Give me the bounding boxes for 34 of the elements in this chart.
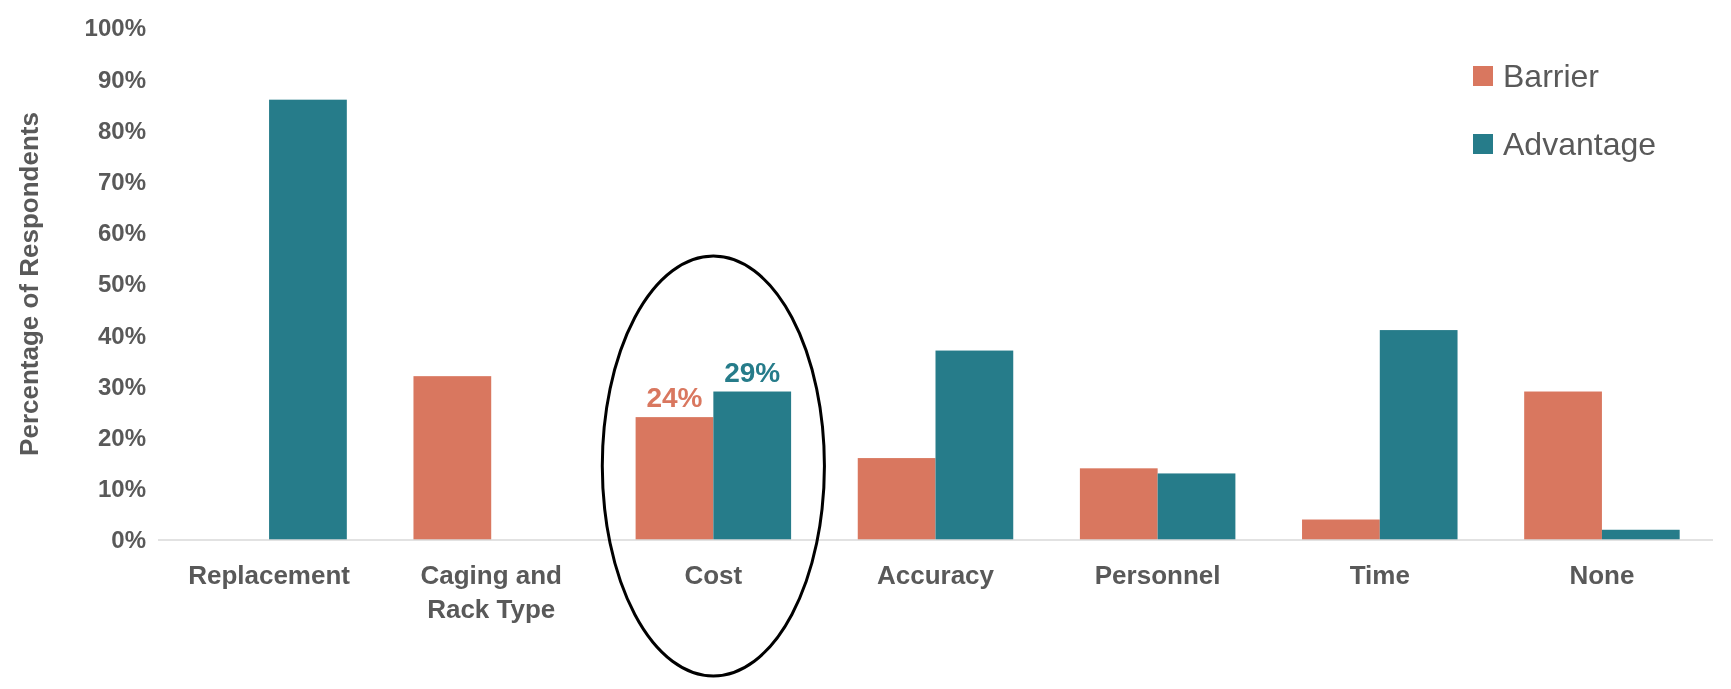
x-tick-label: Personnel (1094, 560, 1221, 590)
bar (1079, 468, 1158, 540)
y-tick-label: 60% (97, 219, 146, 247)
y-tick-label: 100% (84, 14, 146, 42)
y-tick-label: 10% (97, 475, 146, 503)
y-tick-label: 30% (97, 372, 146, 400)
bar (1302, 519, 1380, 540)
x-tick-label: Cost (684, 560, 743, 590)
bar (857, 458, 936, 540)
bar (1524, 391, 1602, 540)
legend-label: Advantage (1503, 126, 1657, 163)
x-tick-label: Replacement (188, 560, 351, 590)
bar (635, 417, 714, 540)
bar (269, 99, 347, 540)
data-label: 29% (724, 356, 781, 388)
x-tick-label: Time (1349, 560, 1410, 590)
y-tick-label: 40% (97, 321, 146, 349)
y-tick-label: 50% (97, 270, 146, 298)
bar (713, 391, 792, 540)
y-tick-label: 20% (97, 424, 146, 451)
legend-label: Barrier (1503, 58, 1600, 95)
y-tick-label: 90% (97, 65, 146, 93)
y-tick-label: 0% (111, 526, 146, 554)
bar (413, 376, 492, 540)
y-axis-title: Percentage of Respondents (14, 112, 44, 456)
data-label: 24% (646, 382, 703, 414)
x-tick-label: Caging and Rack Type (420, 560, 562, 624)
x-tick-label: Accuracy (876, 560, 995, 590)
y-tick-label: 80% (97, 116, 146, 144)
bar (1157, 473, 1236, 540)
x-tick-label: None (1569, 560, 1635, 590)
bar (935, 350, 1014, 540)
bar (1379, 330, 1458, 540)
y-tick-label: 70% (97, 168, 146, 195)
